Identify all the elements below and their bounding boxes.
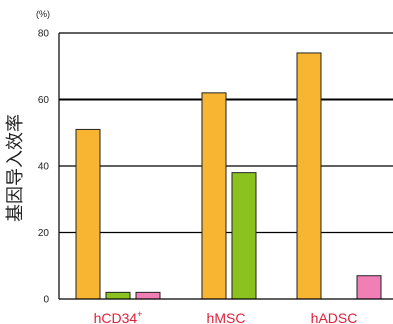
y-axis-title: 基因导入效率 <box>5 114 26 222</box>
x-category-label-superscript: + <box>137 309 142 319</box>
y-axis-ticks: 0 20 40 60 80 <box>38 29 50 306</box>
x-category-label-text: hADSC <box>311 310 358 324</box>
y-tick-label-0: 0 <box>43 295 49 306</box>
x-category-label-hmsc: hMSC <box>207 310 246 324</box>
bar-hmsc-series-2 <box>231 172 257 300</box>
bar-hadsc-series-1 <box>296 52 322 300</box>
bar-hmsc-series-1 <box>201 92 227 300</box>
bars <box>75 52 382 300</box>
y-tick-label-80: 80 <box>38 29 50 40</box>
plot-frame <box>58 32 393 300</box>
bar-hadsc-series-3 <box>356 275 382 300</box>
y-tick-label-40: 40 <box>38 162 50 173</box>
x-category-label-hadsc: hADSC <box>311 310 358 324</box>
x-category-label-hcd34: hCD34+ <box>94 309 143 324</box>
x-category-label-text: hMSC <box>207 310 246 324</box>
unit-label: (%) <box>36 9 50 19</box>
x-axis-categories: hCD34+ hMSC hADSC <box>94 309 358 324</box>
bar-hcd34-series-2 <box>105 291 131 300</box>
bar-hcd34-series-1 <box>75 128 101 300</box>
x-category-label-text: hCD34 <box>94 310 138 324</box>
bar-hcd34-series-3 <box>135 291 161 300</box>
y-tick-label-20: 20 <box>38 228 50 239</box>
y-tick-label-60: 60 <box>38 95 50 106</box>
